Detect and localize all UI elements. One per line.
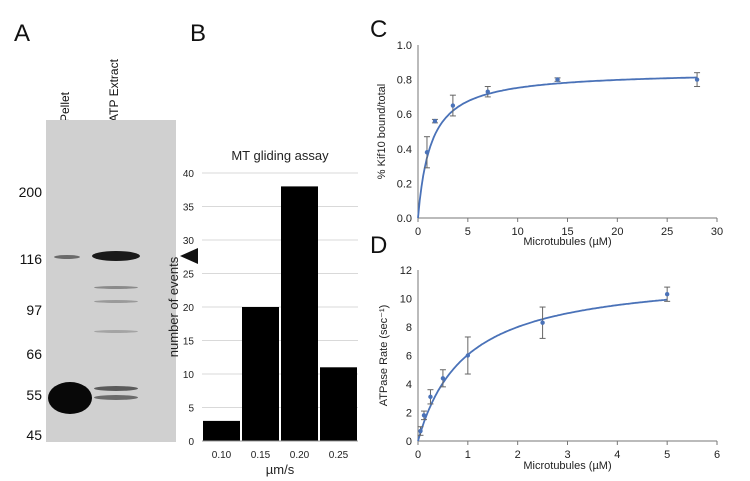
y-tick-label: 10 <box>400 294 412 306</box>
marker-label-200: 200 <box>18 184 42 200</box>
chart-title: MT gliding assay <box>231 148 329 163</box>
panel-label-d: D <box>370 232 388 259</box>
y-tick-label: 6 <box>406 351 412 363</box>
y-tick-label: 12 <box>400 265 412 277</box>
x-axis-label: Microtubules (µM) <box>523 460 611 472</box>
data-point <box>432 118 438 124</box>
data-point <box>664 292 670 297</box>
y-tick-label: 20 <box>183 303 195 314</box>
x-tick-label: 10 <box>512 226 524 238</box>
data-point <box>424 150 430 155</box>
y-tick-label: 25 <box>183 270 195 281</box>
x-tick-label: 5 <box>465 226 471 238</box>
x-tick-label: 1 <box>465 449 471 461</box>
bar <box>242 307 279 441</box>
x-tick-label: 15 <box>561 226 573 238</box>
gel-band <box>48 382 92 414</box>
x-axis-label: µm/s <box>266 462 295 477</box>
y-tick-label: 1.0 <box>397 40 412 52</box>
x-tick-label: 0.25 <box>329 450 349 461</box>
y-tick-label: 15 <box>183 337 195 348</box>
x-tick-label: 0.20 <box>290 450 310 461</box>
gel-band <box>54 255 80 259</box>
y-tick-label: 0.2 <box>397 178 412 190</box>
marker-label-66: 66 <box>26 346 42 362</box>
x-tick-label: 0.10 <box>212 450 232 461</box>
data-point <box>694 77 700 82</box>
y-axis-label: ATPase Rate (sec⁻¹) <box>378 305 390 407</box>
gel-band <box>94 386 138 391</box>
y-tick-label: 35 <box>183 203 195 214</box>
x-tick-label: 20 <box>611 226 623 238</box>
gel-band <box>94 286 138 289</box>
y-tick-label: 40 <box>183 169 195 180</box>
x-tick-label: 2 <box>515 449 521 461</box>
marker-label-97: 97 <box>26 302 42 318</box>
bar <box>320 367 357 441</box>
x-tick-label: 30 <box>711 226 723 238</box>
data-point <box>418 428 423 434</box>
x-tick-label: 4 <box>614 449 620 461</box>
x-tick-label: 3 <box>564 449 570 461</box>
x-tick-label: 5 <box>664 449 670 461</box>
data-point <box>465 353 471 358</box>
gel-band <box>94 395 138 400</box>
x-axis-label: Microtubules (µM) <box>523 236 611 248</box>
y-tick-label: 30 <box>183 236 195 247</box>
gel-band <box>92 251 140 261</box>
x-tick-label: 0.15 <box>251 450 271 461</box>
gel-band <box>94 330 138 333</box>
bar <box>203 420 240 441</box>
panel-label-a: A <box>14 20 31 47</box>
data-point <box>485 89 490 94</box>
gel-band <box>94 300 138 303</box>
marker-label-45: 45 <box>26 427 42 443</box>
panel-label-b: B <box>190 20 207 47</box>
x-tick-label: 6 <box>714 449 720 461</box>
x-tick-label: 0 <box>415 226 421 238</box>
gel-image <box>46 120 176 442</box>
y-axis-label: number of events <box>166 256 181 357</box>
y-tick-label: 5 <box>188 404 194 415</box>
band-arrow-icon <box>180 248 198 264</box>
y-tick-label: 0.6 <box>397 109 412 121</box>
y-axis-label: % Kif10 bound/total <box>376 84 388 179</box>
y-tick-label: 0.8 <box>397 75 412 87</box>
data-point <box>421 413 427 418</box>
marker-label-116: 116 <box>19 251 42 267</box>
data-point <box>450 103 456 108</box>
data-point <box>440 376 446 381</box>
y-tick-label: 0 <box>188 437 194 448</box>
data-point <box>428 394 433 400</box>
bar <box>281 186 318 441</box>
x-tick-label: 0 <box>415 449 421 461</box>
y-tick-label: 10 <box>183 370 195 381</box>
fit-curve <box>417 76 698 219</box>
data-point <box>555 77 560 82</box>
y-tick-label: 8 <box>406 322 412 334</box>
y-tick-label: 0 <box>406 436 412 448</box>
data-point <box>540 320 545 325</box>
marker-label-55: 55 <box>26 387 42 403</box>
y-tick-label: 0.0 <box>397 213 412 225</box>
x-tick-label: 25 <box>661 226 673 238</box>
y-tick-label: 4 <box>406 379 412 391</box>
y-tick-label: 2 <box>406 408 412 420</box>
y-tick-label: 0.4 <box>397 144 412 156</box>
panel-label-c: C <box>370 16 388 43</box>
